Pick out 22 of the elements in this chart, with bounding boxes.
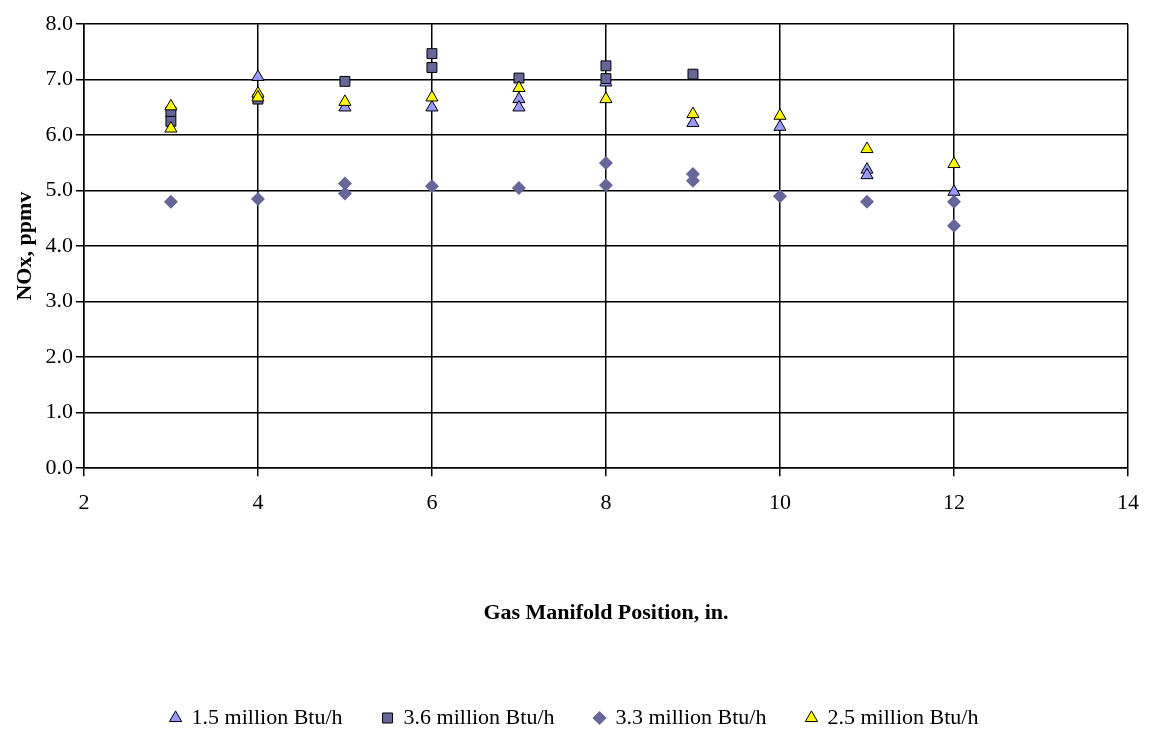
y-tick-label: 1.0 — [45, 398, 73, 424]
x-tick-label: 2 — [78, 489, 90, 515]
y-tick-label: 6.0 — [45, 120, 73, 146]
x-axis-title: Gas Manifold Position, in. — [483, 599, 729, 625]
y-tick-label: 2.0 — [45, 342, 73, 368]
y-tick-label: 7.0 — [45, 65, 73, 91]
x-tick-label: 4 — [252, 489, 264, 515]
x-tick-label: 14 — [1117, 489, 1139, 515]
x-tick-label: 6 — [426, 489, 438, 515]
legend-label: 3.3 million Btu/h — [615, 703, 767, 729]
x-tick-label: 8 — [600, 489, 612, 515]
y-tick-label: 8.0 — [45, 9, 73, 35]
x-tick-label: 12 — [942, 489, 965, 515]
y-tick-label: 5.0 — [45, 176, 73, 202]
y-tick-label: 3.0 — [45, 287, 73, 313]
legend-label: 3.6 million Btu/h — [403, 703, 555, 729]
x-tick-label: 10 — [768, 489, 791, 515]
y-axis-title: NOx, ppmv — [10, 191, 36, 301]
y-tick-label: 4.0 — [45, 231, 73, 257]
legend-label: 2.5 million Btu/h — [827, 703, 979, 729]
legend-label: 1.5 million Btu/h — [191, 703, 343, 729]
y-tick-label: 0.0 — [45, 453, 73, 479]
